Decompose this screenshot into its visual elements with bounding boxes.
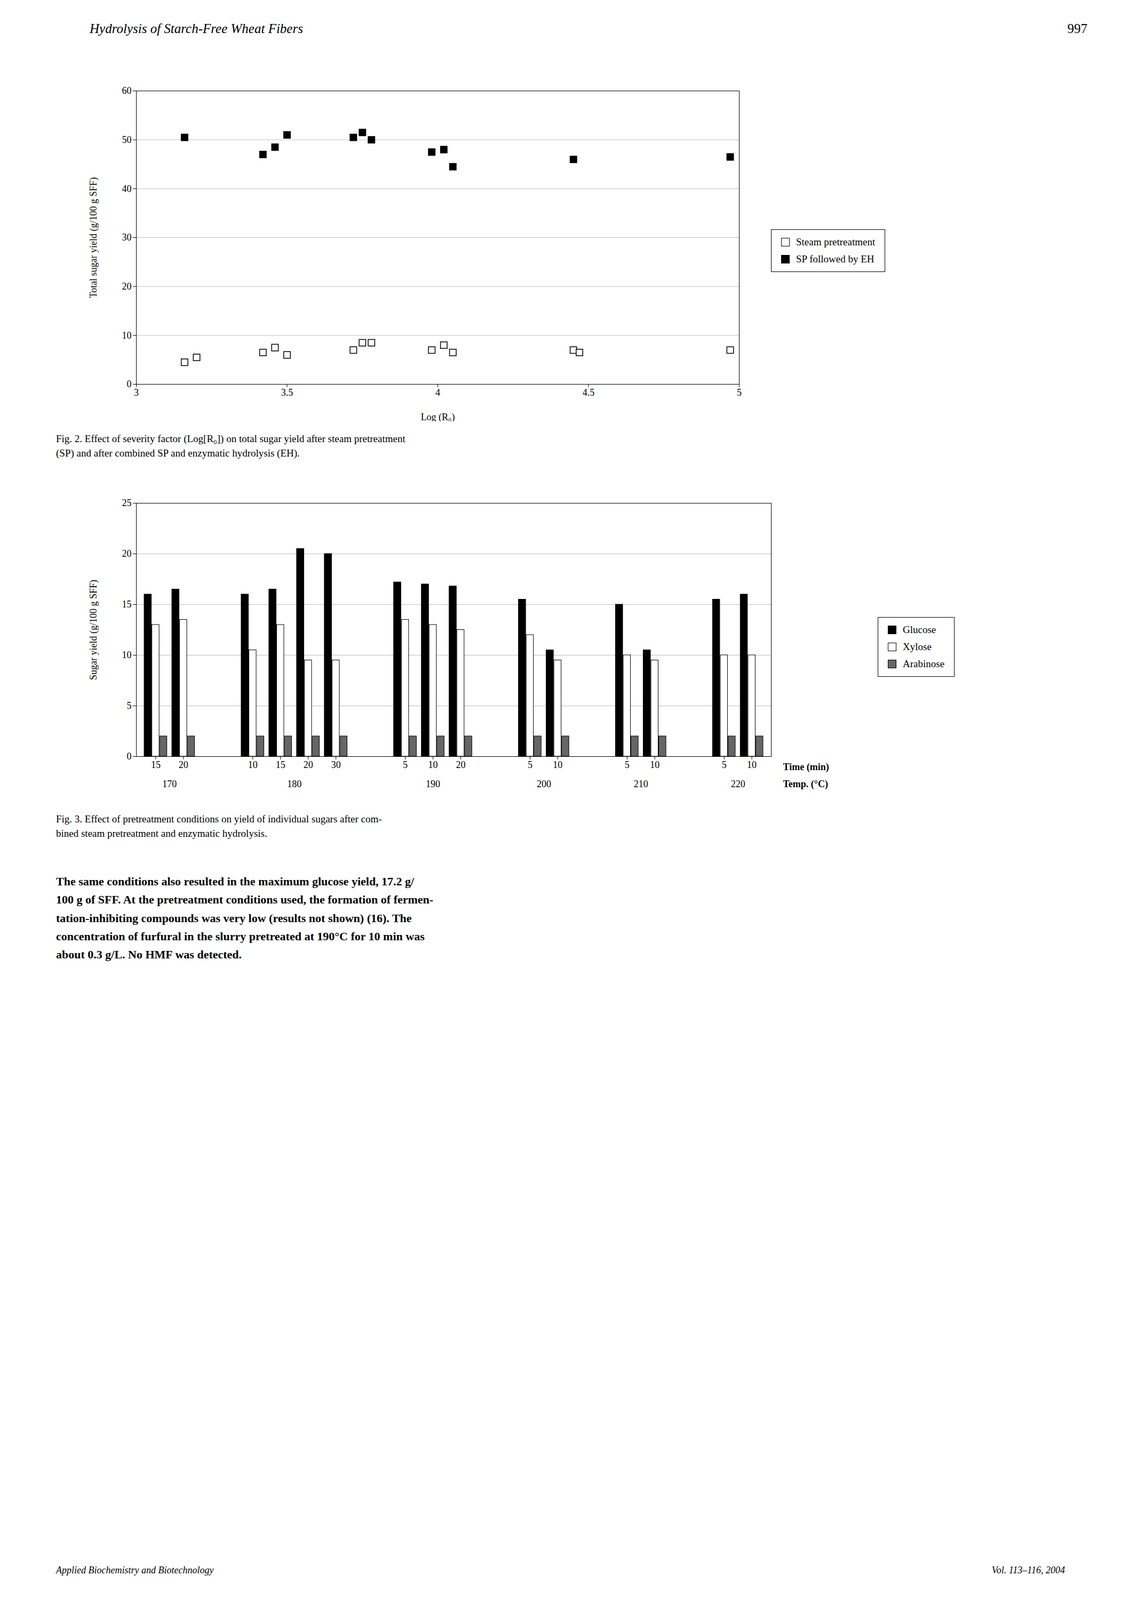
svg-text:170: 170 — [162, 778, 177, 790]
svg-text:10: 10 — [248, 759, 258, 771]
svg-text:3.5: 3.5 — [281, 387, 294, 399]
svg-text:15: 15 — [275, 759, 286, 771]
html-text:Applied Biochemistry and Biote: Applied Biochemistry and Biotechnology — [56, 1565, 214, 1577]
svg-text:Temp. (°C): Temp. (°C) — [783, 778, 829, 791]
html-text:SP followed by EH: SP followed by EH — [796, 253, 875, 265]
html-text:Xylose: Xylose — [902, 641, 932, 653]
svg-text:200: 200 — [536, 778, 552, 790]
svg-text:4: 4 — [435, 387, 441, 399]
svg-text:210: 210 — [633, 778, 649, 790]
html-text:Arabinose: Arabinose — [902, 658, 945, 670]
svg-text:190: 190 — [425, 778, 441, 790]
svg-text:5: 5 — [527, 759, 533, 771]
svg-text:60: 60 — [122, 85, 132, 97]
html-text:Fig. 2. Effect of severity fac: Fig. 2. Effect of severity factor (Log[R… — [56, 433, 406, 459]
svg-text:30: 30 — [122, 232, 132, 243]
svg-text:15: 15 — [150, 759, 161, 771]
svg-text:20: 20 — [122, 548, 132, 560]
svg-text:20: 20 — [455, 759, 466, 771]
svg-text:10: 10 — [122, 649, 132, 661]
html-text:Fig. 3. Effect of pretreatment: Fig. 3. Effect of pretreatment condition… — [56, 813, 382, 840]
html-text:Vol. 113–116, 2004: Vol. 113–116, 2004 — [991, 1565, 1065, 1577]
svg-text:50: 50 — [122, 134, 132, 146]
svg-text:20: 20 — [303, 759, 314, 771]
svg-text:5: 5 — [402, 759, 408, 771]
svg-text:5: 5 — [126, 700, 132, 712]
svg-text:Time (min): Time (min) — [783, 761, 830, 774]
svg-text:220: 220 — [730, 778, 746, 790]
svg-text:10: 10 — [649, 759, 660, 771]
html-text:The same conditions also resul: The same conditions also resulted in the… — [56, 875, 434, 962]
html-text:Glucose: Glucose — [902, 624, 937, 636]
svg-text:0: 0 — [126, 751, 132, 762]
svg-text:40: 40 — [122, 183, 132, 195]
svg-text:20: 20 — [122, 281, 132, 292]
svg-text:10: 10 — [428, 759, 439, 771]
html-text:Steam pretreatment: Steam pretreatment — [796, 236, 876, 248]
svg-text:10: 10 — [552, 759, 563, 771]
svg-text:10: 10 — [122, 330, 132, 341]
svg-text:15: 15 — [122, 599, 132, 610]
svg-text:5: 5 — [624, 759, 630, 771]
svg-text:Total sugar yield (g/100 g SFF: Total sugar yield (g/100 g SFF) — [88, 177, 100, 298]
svg-text:0: 0 — [126, 378, 132, 390]
svg-text:Log (R₀): Log (R₀) — [420, 411, 456, 423]
svg-text:Sugar yield (g/100 g SFF): Sugar yield (g/100 g SFF) — [88, 579, 100, 681]
svg-text:3: 3 — [133, 387, 139, 399]
html-text:997: 997 — [1067, 21, 1088, 36]
svg-text:25: 25 — [122, 497, 132, 509]
svg-text:30: 30 — [331, 759, 341, 771]
svg-text:4.5: 4.5 — [582, 387, 595, 399]
html-text:Hydrolysis of Starch-Free Whea: Hydrolysis of Starch-Free Wheat Fibers — [89, 21, 304, 36]
svg-text:5: 5 — [721, 759, 727, 771]
svg-text:10: 10 — [746, 759, 757, 771]
svg-text:180: 180 — [287, 778, 302, 790]
svg-text:20: 20 — [178, 759, 189, 771]
svg-text:5: 5 — [736, 387, 742, 399]
